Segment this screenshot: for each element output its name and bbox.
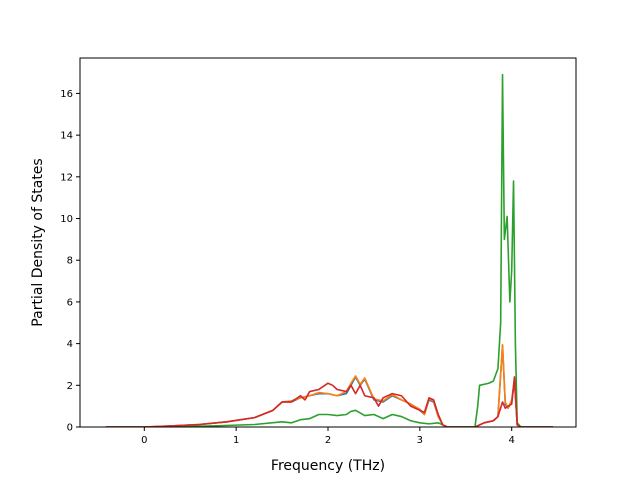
y-tick-label: 8: [67, 256, 73, 267]
y-tick-label: 2: [67, 381, 73, 392]
x-tick-label: 3: [417, 435, 423, 446]
y-tick-label: 14: [60, 131, 73, 142]
series-line-4: [105, 376, 554, 427]
y-tick-label: 10: [60, 214, 73, 225]
series-line-3: [105, 73, 554, 427]
y-tick-label: 6: [67, 297, 73, 308]
x-tick-label: 4: [509, 435, 515, 446]
plot-lines: [105, 73, 554, 427]
x-tick-label: 1: [233, 435, 239, 446]
x-tick-label: 0: [141, 435, 147, 446]
y-tick-label: 0: [67, 423, 73, 434]
x-axis-label: Frequency (THz): [271, 458, 385, 474]
x-tick-label: 2: [325, 435, 331, 446]
y-tick-label: 4: [67, 339, 73, 350]
plot-frame: [79, 57, 577, 428]
y-axis-label: Partial Density of States: [30, 158, 46, 326]
y-tick-label: 12: [60, 172, 73, 183]
y-tick-label: 16: [60, 89, 73, 100]
